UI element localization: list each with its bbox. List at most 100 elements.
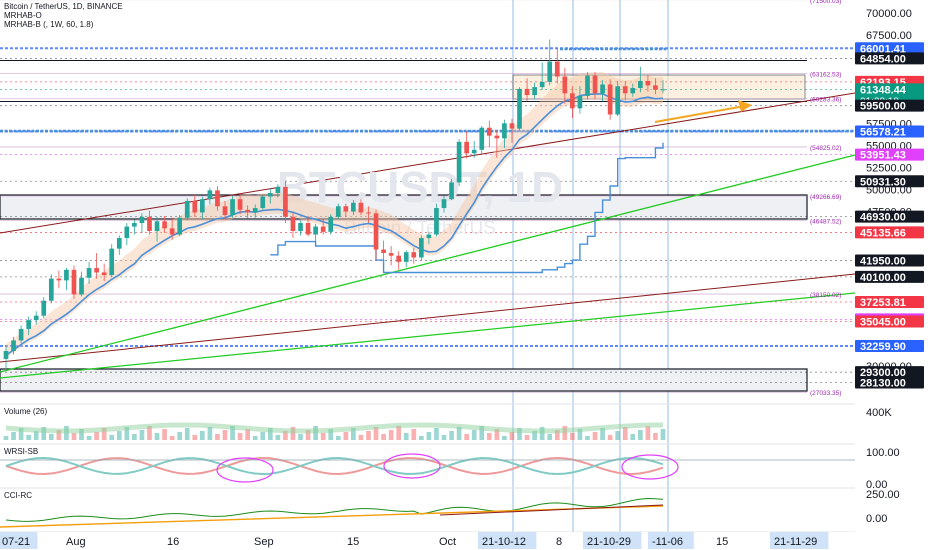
- candle-body-4: [33, 315, 39, 321]
- candle-71: [539, 62, 545, 90]
- price-axis: 70000.0067500.0057500.0055000.0052500.00…: [855, 0, 932, 532]
- price-label-box-9: [855, 226, 924, 239]
- candle-16: [124, 223, 130, 246]
- candle-body-72: [547, 61, 553, 82]
- candle-50: [381, 240, 386, 273]
- candle-35: [267, 188, 273, 204]
- time-label-6: 21-10-12: [478, 532, 537, 549]
- fib-annotation-2: (60283.36): [810, 97, 841, 104]
- candle-body-45: [343, 206, 349, 212]
- volume-bar-10: [79, 429, 84, 440]
- volume-bar-3: [26, 435, 31, 440]
- candle-body-60: [456, 141, 462, 183]
- volume-bar-29: [222, 430, 228, 440]
- price-label-6: 53951.43: [855, 148, 924, 162]
- wrsi-pane-label[interactable]: WRSI-SB: [4, 447, 39, 456]
- price-label-text-12: 37253.81: [860, 297, 906, 309]
- volume-bar-79: [600, 428, 605, 440]
- volume-bar-19: [147, 426, 152, 440]
- candle-body-11: [86, 268, 92, 278]
- candle-body-41: [313, 226, 318, 235]
- price-tick-5: 50000.00: [866, 185, 912, 197]
- candle-body-50: [381, 249, 386, 254]
- fib-annotation-3: (54825.02): [810, 145, 841, 152]
- volume-bar-47: [358, 435, 364, 440]
- candle-body-79: [600, 84, 605, 94]
- indicator-label-2[interactable]: MRHAB-B (, 1W, 60, 1.8): [4, 20, 94, 29]
- candle-body-3: [26, 320, 31, 329]
- candle-body-17: [132, 223, 137, 227]
- candle-30: [230, 195, 235, 218]
- volume-bar-17: [132, 434, 137, 440]
- trendline-green-shallow: [0, 292, 856, 379]
- candle-49: [373, 209, 379, 261]
- volume-bar-68: [517, 428, 522, 440]
- volume-bar-35: [267, 428, 273, 440]
- volume-bar-84: [638, 430, 643, 440]
- candle-7: [56, 270, 62, 289]
- candle-body-84: [638, 80, 643, 89]
- volume-bar-20: [154, 433, 160, 440]
- volume-bar-76: [577, 429, 583, 440]
- candle-body-36: [275, 186, 281, 194]
- volume-bar-83: [630, 434, 636, 440]
- indicator-label-1[interactable]: MRHAB-O: [4, 11, 42, 20]
- volume-bar-15: [116, 431, 122, 440]
- volume-bar-22: [169, 436, 175, 440]
- candle-12: [94, 253, 99, 279]
- zones: [0, 60, 808, 392]
- volume-bar-67: [509, 432, 515, 440]
- candle-32: [245, 205, 250, 219]
- volume-bar-66: [502, 436, 507, 440]
- candle-2: [18, 325, 24, 344]
- level-line-64854: [0, 60, 807, 61]
- volume-bar-21: [162, 429, 167, 440]
- fib-annotation-6: (38150.02): [810, 292, 841, 299]
- candle-body-74: [562, 76, 568, 94]
- price-tick-1: 67500.00: [866, 30, 912, 42]
- symbol-title[interactable]: Bitcoin / TetherUS, 1D, BINANCE: [4, 2, 123, 11]
- time-label-text-11: 21-11-29: [774, 536, 817, 548]
- step-line: [270, 142, 664, 274]
- volume-bar-32: [245, 429, 250, 440]
- volume-tick-0: 400K: [866, 407, 892, 419]
- price-tick-4: 52500.00: [866, 162, 912, 174]
- time-label-bg-6: [478, 532, 537, 549]
- candle-body-81: [615, 86, 621, 115]
- volume-pane-label[interactable]: Volume (26): [4, 407, 48, 416]
- volume-bar-9: [71, 433, 77, 440]
- candle-42: [320, 219, 326, 235]
- price-label-0: 66001.41: [855, 42, 924, 55]
- volume-bar-54: [411, 429, 417, 440]
- volume-bar-31: [237, 433, 243, 440]
- price-label-box-1: [855, 52, 924, 65]
- volume-ma: [5, 422, 663, 434]
- volume-bar-59: [449, 431, 454, 440]
- candle-40: [305, 215, 311, 237]
- candle-24: [184, 198, 190, 221]
- wrsi-highlight-2: [621, 454, 679, 480]
- candle-60: [456, 139, 462, 186]
- cci-pane-label[interactable]: CCI-RC: [4, 491, 32, 500]
- price-label-5: 56578.21: [855, 125, 924, 138]
- candle-56: [426, 231, 432, 245]
- volume-bar-13: [101, 428, 107, 440]
- candle-body-55: [419, 238, 424, 258]
- price-label-17: 28130.00: [855, 376, 924, 390]
- candle-body-65: [494, 135, 500, 139]
- candle-body-63: [479, 127, 485, 150]
- candle-body-38: [290, 216, 296, 231]
- candle-body-15: [116, 238, 122, 249]
- volume-bar-33: [252, 436, 258, 440]
- candle-body-39: [298, 223, 303, 231]
- candle-body-51: [388, 253, 394, 256]
- price-label-7: 50931.30: [855, 175, 924, 188]
- candle-54: [411, 247, 417, 264]
- price-label-box-16: [855, 366, 924, 379]
- candle-body-9: [71, 269, 77, 295]
- candle-83: [630, 83, 636, 97]
- wrsi-line-red: [5, 456, 664, 476]
- volume-bar-69: [524, 435, 530, 440]
- watermark-ticker: BTCUSDT, 1D: [277, 163, 563, 212]
